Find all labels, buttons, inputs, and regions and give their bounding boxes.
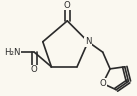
- Text: O: O: [99, 79, 106, 88]
- Text: H₂N: H₂N: [4, 48, 21, 57]
- Text: O: O: [64, 1, 71, 10]
- Text: N: N: [85, 37, 91, 46]
- Text: O: O: [31, 65, 38, 74]
